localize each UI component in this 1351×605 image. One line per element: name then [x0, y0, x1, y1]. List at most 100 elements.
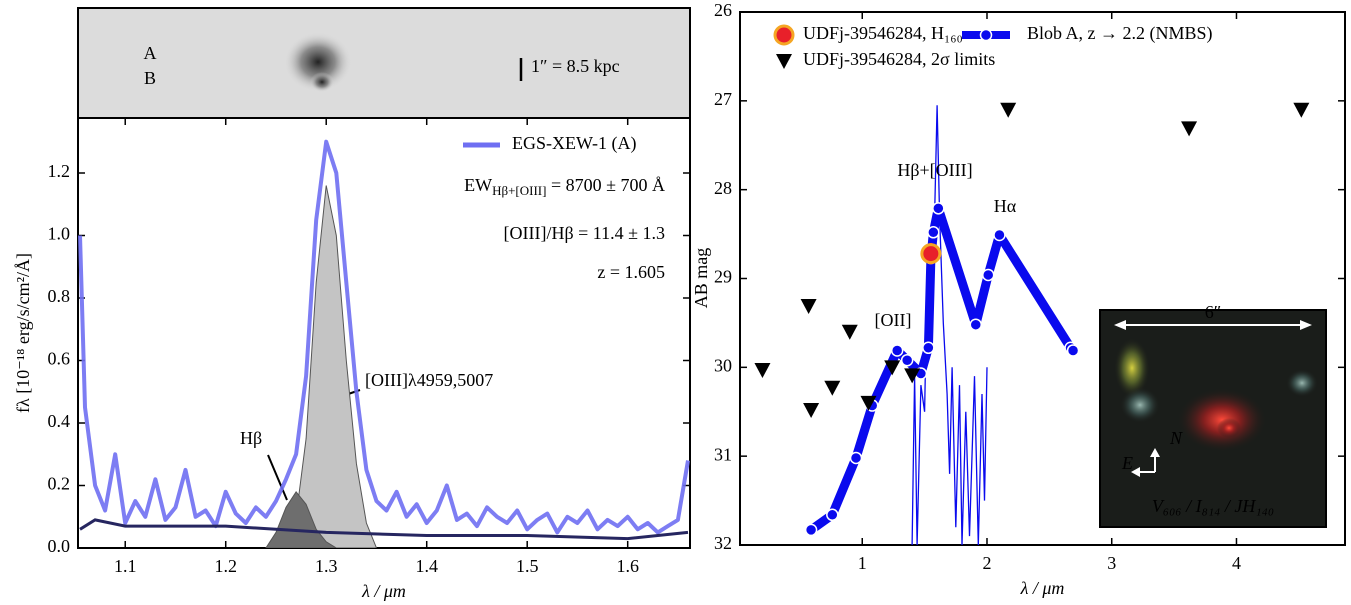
y-tick-label: 26 — [714, 0, 732, 20]
x-tick-label: 2 — [982, 553, 991, 573]
x-tick-label: 1.1 — [114, 556, 137, 576]
inset-north: N — [1169, 428, 1183, 448]
model-point — [826, 508, 839, 522]
y-tick-label: 30 — [714, 355, 732, 375]
x-tick-label: 4 — [1232, 553, 1241, 573]
line-label: Hα — [994, 196, 1017, 216]
y-tick-label: 28 — [714, 178, 732, 198]
compass-head — [1131, 448, 1160, 477]
upper-limit — [803, 402, 820, 418]
inset-source — [1286, 369, 1318, 397]
model-point — [900, 353, 914, 367]
upper-limit — [754, 362, 771, 378]
legend-label: UDFj-39546284, 2σ limits — [803, 49, 995, 69]
inset-east: E — [1121, 453, 1133, 473]
image-strip — [77, 7, 691, 119]
upper-limit — [904, 368, 921, 384]
y-tick-label: 0.6 — [48, 349, 71, 369]
annotation: z = 1.605 — [597, 262, 665, 282]
plot-frame — [77, 117, 691, 549]
legend-label: EGS-XEW-1 (A) — [512, 133, 636, 154]
y-axis-label: AB mag — [691, 248, 711, 309]
upper-limit — [841, 324, 858, 340]
model-point — [849, 451, 863, 465]
x-axis-label: λ / μm — [1020, 578, 1065, 598]
inset-source — [1114, 338, 1150, 398]
annotation-text: z = 1.605 — [597, 262, 665, 282]
model-point — [932, 202, 945, 215]
line-label: [OII] — [875, 310, 912, 330]
line-label: Hβ+[OIII] — [897, 160, 972, 180]
plot-area — [754, 102, 1310, 545]
upper-limit — [1293, 102, 1310, 118]
model-point — [890, 344, 904, 357]
model-point — [927, 226, 940, 239]
line-fill — [265, 185, 378, 548]
y-tick-label: 29 — [714, 267, 732, 287]
continuum-line — [79, 518, 689, 541]
x-tick-label: 1.2 — [214, 556, 237, 576]
annotation-sub: Hβ+[OIII] — [492, 183, 546, 198]
leader-line — [267, 454, 288, 501]
y-tick-label: 31 — [714, 444, 732, 464]
upper-limit — [1000, 102, 1017, 118]
x-tick-label: 1.6 — [616, 556, 639, 576]
model-point — [969, 318, 983, 331]
data-point — [920, 243, 942, 265]
y-tick-label: 1.2 — [48, 161, 71, 181]
legend-swatch — [979, 28, 993, 42]
model-point — [993, 228, 1006, 242]
image-label: B — [144, 68, 156, 88]
y-tick-label: 1.0 — [48, 224, 71, 244]
galaxy-image — [310, 72, 334, 92]
x-tick-label: 1.3 — [315, 556, 338, 576]
image-label: A — [144, 43, 157, 63]
upper-limit — [884, 360, 901, 376]
x-tick-label: 1 — [858, 553, 867, 573]
y-tick-label: 0.4 — [48, 411, 71, 431]
x-tick-label: 3 — [1107, 553, 1116, 573]
annotation: Hβ — [240, 428, 262, 448]
annotation-text: Hβ — [240, 428, 262, 448]
model-point — [1066, 344, 1080, 357]
annotation-text: = 8700 ± 700 Å — [546, 175, 665, 195]
inset-size-label: 6″ — [1205, 302, 1222, 322]
legend-swatch — [773, 24, 795, 46]
upper-limit — [800, 299, 817, 315]
inset-source — [1120, 387, 1160, 423]
model-point — [981, 268, 995, 282]
spectrum-line — [78, 139, 690, 535]
inset-source — [1217, 418, 1241, 438]
line-fill — [265, 490, 338, 548]
annotation: EWHβ+[OIII] = 8700 ± 700 Å — [464, 175, 665, 198]
legend-swatch — [776, 54, 792, 69]
annotation-text: [OIII]λ4959,5007 — [365, 370, 493, 390]
upper-limit — [1181, 121, 1198, 137]
annotation: [OIII]/Hβ = 11.4 ± 1.3 — [504, 223, 666, 243]
legend-label: Blob A, z → 2.2 (NMBS) — [1027, 23, 1213, 44]
y-tick-label: 27 — [714, 89, 732, 109]
upper-limit — [824, 380, 841, 396]
model-spectrum — [911, 105, 988, 545]
x-tick-label: 1.5 — [516, 556, 539, 576]
y-tick-label: 0.2 — [48, 474, 71, 494]
upper-limit — [860, 395, 877, 411]
model-point — [922, 341, 935, 355]
annotation: [OIII]λ4959,5007 — [365, 370, 493, 390]
y-tick-label: 0.8 — [48, 286, 71, 306]
y-tick-label: 32 — [714, 533, 732, 553]
x-tick-label: 1.4 — [415, 556, 438, 576]
model-line — [808, 203, 1077, 534]
annotation-text: [OIII]/Hβ = 11.4 ± 1.3 — [504, 223, 666, 243]
legend-label: UDFj-39546284, H₁₆₀ — [803, 23, 963, 43]
y-axis-label: fλ [10⁻¹⁸ erg/s/cm²/Å] — [13, 253, 33, 413]
annotation-text: EW — [464, 175, 492, 195]
y-tick-label: 0.0 — [48, 536, 71, 556]
model-point — [804, 523, 818, 537]
plot-area — [78, 139, 690, 548]
galaxy-image — [284, 32, 352, 92]
scale-bar-label: 1″ = 8.5 kpc — [531, 56, 620, 76]
x-axis-label: λ / μm — [361, 581, 406, 601]
inset-caption: V₆₀₆ / I₈₁₄ / JH₁₄₀ — [1152, 496, 1274, 516]
